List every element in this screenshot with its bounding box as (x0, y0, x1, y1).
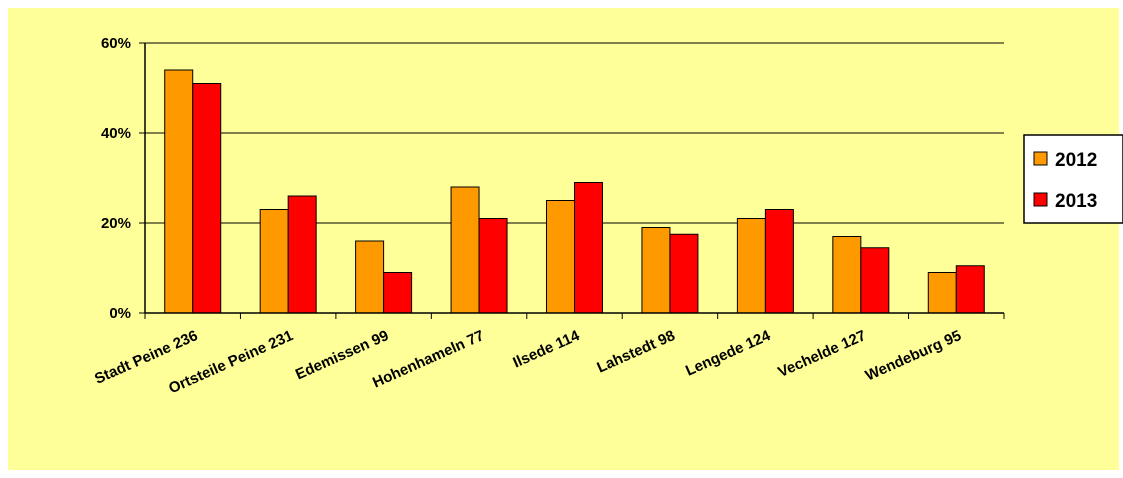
bar-2012-8 (927, 272, 957, 314)
y-tick-label: 0% (109, 305, 131, 322)
bar-2012-7 (832, 236, 862, 314)
category-label: Ilsede 114 (510, 327, 582, 372)
legend-swatch-2013 (1033, 192, 1048, 207)
legend-swatch-2012 (1033, 151, 1048, 166)
bar-2012-0 (164, 69, 194, 314)
category-label: Vechelde 127 (775, 327, 868, 381)
bar-2013-3 (478, 218, 508, 314)
legend-box (1023, 134, 1123, 224)
bar-2012-6 (736, 218, 766, 314)
axes (139, 42, 1005, 319)
legend-label-2013: 2013 (1055, 191, 1097, 212)
bar-2013-6 (764, 209, 794, 314)
bar-2013-7 (860, 247, 890, 314)
category-label: Wendeburg 95 (863, 327, 964, 384)
legend: 2012 2013 (1023, 134, 1123, 224)
bar-2012-1 (259, 209, 289, 314)
category-label: Lahstedt 98 (595, 327, 678, 376)
bar-2012-5 (641, 227, 671, 314)
y-tick-label: 60% (101, 35, 131, 52)
category-label: Lengede 124 (683, 327, 774, 380)
legend-label-2012: 2012 (1055, 150, 1097, 171)
y-tick-labels: 0% 20% 40% 60% (101, 35, 131, 322)
bar-2012-3 (450, 186, 480, 314)
y-tick-label: 40% (101, 125, 131, 142)
bar-2013-4 (574, 182, 603, 314)
bar-2012-2 (355, 240, 385, 314)
bar-2013-2 (383, 272, 413, 314)
bar-2013-8 (955, 265, 985, 314)
bar-2013-0 (192, 83, 222, 314)
bar-2013-5 (669, 233, 699, 314)
bar-2013-1 (287, 195, 317, 314)
bars (164, 69, 985, 314)
y-tick-label: 20% (101, 215, 131, 232)
bar-2012-4 (546, 200, 575, 314)
